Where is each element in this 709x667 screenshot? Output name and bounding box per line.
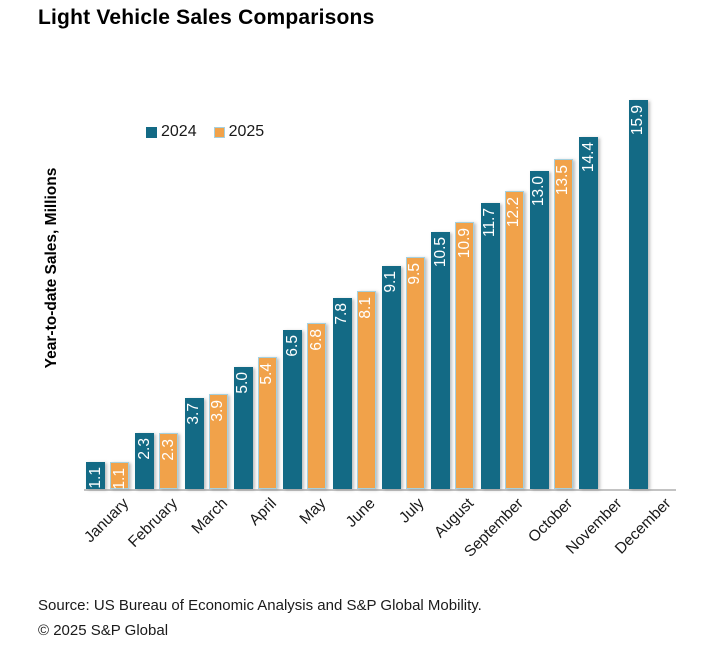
bar-2024-september: 11.7	[480, 203, 500, 489]
x-axis-label-june: June	[342, 495, 379, 531]
x-axis-label-april: April	[246, 495, 281, 529]
bar-value-label-2025-june: 8.1	[357, 297, 375, 319]
bar-value-label-2025-april: 5.4	[258, 363, 276, 385]
bar-value-label-2024-january: 1.1	[86, 467, 104, 489]
bar-2024-march: 3.7	[184, 398, 204, 489]
x-axis-label-august: August	[431, 495, 478, 542]
bar-2024-january: 1.1	[86, 462, 105, 489]
bar-value-label-2024-september: 11.7	[481, 208, 499, 238]
x-axis-label-february: February	[125, 495, 182, 551]
legend-label-2025: 2025	[228, 123, 265, 140]
bar-2024-february: 2.3	[135, 433, 155, 489]
bar-value-label-2025-march: 3.9	[209, 400, 227, 422]
bar-2025-february: 2.3	[159, 433, 179, 489]
bar-2024-december: 15.9	[628, 100, 648, 489]
legend-swatch-2025	[213, 126, 225, 138]
chart-title: Light Vehicle Sales Comparisons	[38, 6, 375, 29]
bar-2025-october: 13.5	[553, 159, 573, 489]
bar-value-label-2024-august: 10.5	[431, 237, 449, 268]
bar-value-label-2025-august: 10.9	[455, 228, 473, 259]
copyright-note: © 2025 S&P Global	[38, 622, 169, 639]
bar-2025-july: 9.5	[405, 257, 425, 489]
bar-2024-august: 10.5	[431, 232, 451, 489]
legend-label-2024: 2024	[161, 123, 197, 140]
legend: 2024 2025	[146, 123, 264, 141]
plot-area: 1.1 1.1 2.3 2.3 3.7 3.9 5.0 5.4 6.5 6.8 7.8 8.1 9.1 9…	[84, 99, 676, 491]
source-note: Source: US Bureau of Economic Analysis a…	[38, 597, 482, 614]
bar-value-label-2025-january: 1.1	[110, 468, 128, 490]
x-axis-label-march: March	[188, 495, 231, 538]
bar-2024-july: 9.1	[381, 266, 401, 489]
legend-item-2024: 2024	[146, 123, 197, 141]
bar-2025-january: 1.1	[110, 462, 129, 490]
bar-2025-august: 10.9	[455, 222, 475, 489]
bar-2025-april: 5.4	[257, 357, 277, 489]
bar-value-label-2024-april: 5.0	[234, 372, 252, 394]
bar-value-label-2025-february: 2.3	[159, 439, 177, 461]
bar-2024-october: 13.0	[529, 171, 549, 489]
x-axis-label-may: May	[296, 495, 330, 528]
bar-value-label-2025-may: 6.8	[307, 329, 325, 351]
bar-2025-may: 6.8	[307, 323, 327, 489]
bar-2025-june: 8.1	[356, 291, 376, 489]
bar-value-label-2024-november: 14.4	[579, 142, 597, 173]
bar-value-label-2024-december: 15.9	[629, 105, 647, 136]
bar-2024-april: 5.0	[233, 367, 253, 489]
bar-value-label-2024-july: 9.1	[382, 271, 400, 293]
bar-value-label-2024-may: 6.5	[283, 335, 301, 357]
bar-value-label-2024-march: 3.7	[185, 403, 203, 425]
bar-2025-september: 12.2	[504, 191, 524, 489]
x-axis-label-july: July	[396, 495, 429, 527]
bar-value-label-2024-october: 13.0	[530, 176, 548, 207]
bar-2024-november: 14.4	[579, 137, 599, 489]
legend-item-2025: 2025	[213, 123, 265, 141]
bar-2024-may: 6.5	[283, 330, 303, 489]
bar-value-label-2024-june: 7.8	[333, 303, 351, 325]
bar-value-label-2025-july: 9.5	[406, 263, 424, 285]
bar-value-label-2025-october: 13.5	[554, 165, 572, 196]
bar-value-label-2025-september: 12.2	[505, 197, 523, 228]
bar-2025-march: 3.9	[208, 394, 228, 489]
legend-swatch-2024	[146, 126, 157, 138]
bar-2024-june: 7.8	[332, 298, 352, 489]
bar-value-label-2024-february: 2.3	[135, 438, 153, 460]
y-axis-title: Year-to-date Sales, Millions	[43, 167, 60, 369]
